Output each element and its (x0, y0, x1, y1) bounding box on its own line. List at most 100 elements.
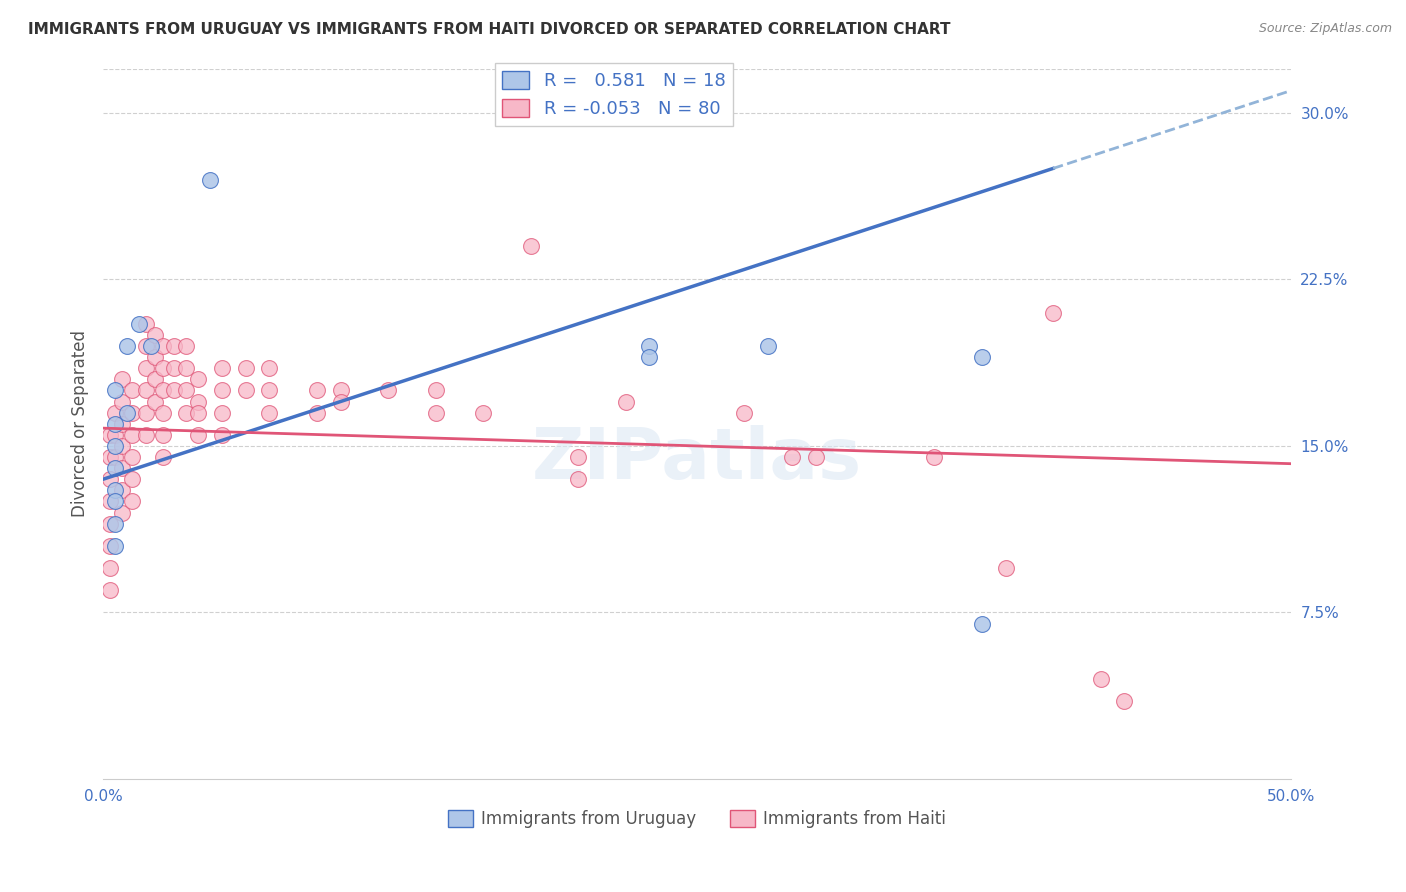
Point (425, 406, 447, 420)
Point (804, 450, 827, 464)
Point (329, 394, 352, 409)
Point (970, 350, 993, 364)
Point (567, 472, 589, 486)
Point (152, 384, 174, 398)
Point (733, 406, 755, 420)
Point (211, 406, 233, 420)
Point (305, 406, 328, 420)
Point (638, 339, 661, 353)
Point (235, 384, 257, 398)
Point (780, 450, 803, 464)
Point (425, 384, 447, 398)
Point (756, 339, 779, 353)
Point (145, 327, 167, 342)
Point (187, 427, 209, 442)
Point (567, 450, 589, 464)
Point (111, 439, 134, 453)
Point (152, 361, 174, 376)
Point (211, 427, 233, 442)
Point (924, 450, 946, 464)
Point (111, 461, 134, 475)
Point (104, 384, 127, 398)
Point (198, 172, 221, 186)
Point (152, 339, 174, 353)
Point (174, 384, 197, 398)
Point (135, 427, 157, 442)
Point (145, 394, 167, 409)
Point (1090, 672, 1112, 686)
Point (104, 494, 127, 508)
Point (259, 406, 281, 420)
Point (259, 384, 281, 398)
Text: Source: ZipAtlas.com: Source: ZipAtlas.com (1258, 22, 1392, 36)
Point (174, 339, 197, 353)
Point (135, 339, 157, 353)
Point (104, 450, 127, 464)
Point (519, 239, 541, 253)
Point (121, 472, 143, 486)
Point (970, 616, 993, 631)
Point (111, 506, 134, 520)
Point (98, 539, 121, 553)
Point (111, 483, 134, 498)
Point (115, 339, 138, 353)
Point (305, 384, 328, 398)
Point (152, 406, 174, 420)
Point (111, 394, 134, 409)
Point (121, 406, 143, 420)
Text: IMMIGRANTS FROM URUGUAY VS IMMIGRANTS FROM HAITI DIVORCED OR SEPARATED CORRELATI: IMMIGRANTS FROM URUGUAY VS IMMIGRANTS FR… (28, 22, 950, 37)
Point (174, 361, 197, 376)
Point (104, 439, 127, 453)
Point (98, 561, 121, 575)
Point (163, 339, 186, 353)
Point (104, 516, 127, 531)
Point (135, 317, 157, 331)
Point (139, 339, 162, 353)
Point (98, 427, 121, 442)
Point (187, 372, 209, 386)
Point (1114, 694, 1136, 708)
Point (235, 361, 257, 376)
Point (377, 384, 399, 398)
Point (121, 450, 143, 464)
Point (98, 583, 121, 598)
Point (104, 427, 127, 442)
Point (111, 417, 134, 431)
Point (104, 461, 127, 475)
Y-axis label: Divorced or Separated: Divorced or Separated (72, 330, 89, 517)
Point (211, 361, 233, 376)
Point (472, 406, 495, 420)
Point (145, 350, 167, 364)
Point (259, 361, 281, 376)
Point (329, 384, 352, 398)
Point (145, 372, 167, 386)
Point (174, 406, 197, 420)
Point (111, 372, 134, 386)
Point (187, 406, 209, 420)
Point (994, 561, 1017, 575)
Point (121, 384, 143, 398)
Point (1042, 306, 1064, 320)
Point (135, 361, 157, 376)
Point (115, 406, 138, 420)
Point (98, 494, 121, 508)
Point (104, 483, 127, 498)
Point (121, 494, 143, 508)
Point (104, 539, 127, 553)
Point (135, 384, 157, 398)
Point (638, 350, 661, 364)
Point (614, 394, 637, 409)
Point (98, 472, 121, 486)
Text: ZIPatlas: ZIPatlas (531, 425, 862, 494)
Point (98, 516, 121, 531)
Legend: Immigrants from Uruguay, Immigrants from Haiti: Immigrants from Uruguay, Immigrants from… (441, 803, 952, 835)
Point (98, 450, 121, 464)
Point (152, 427, 174, 442)
Point (163, 361, 186, 376)
Point (211, 384, 233, 398)
Point (187, 394, 209, 409)
Point (121, 427, 143, 442)
Point (163, 384, 186, 398)
Point (104, 417, 127, 431)
Point (135, 406, 157, 420)
